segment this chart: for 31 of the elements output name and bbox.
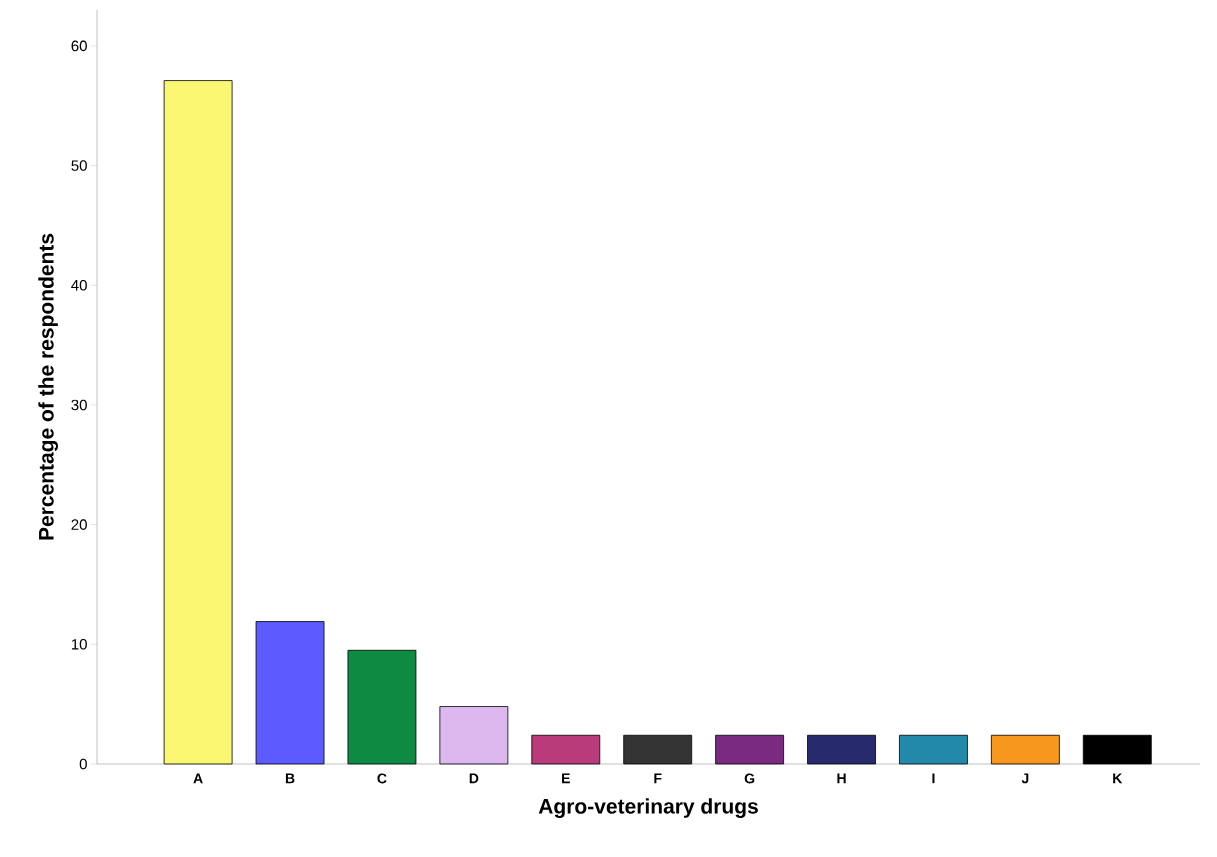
bar	[990, 734, 1060, 765]
bar	[807, 734, 876, 765]
y-tick-label: 10	[71, 639, 87, 650]
bar	[531, 734, 601, 765]
x-tick-label: A	[193, 773, 203, 784]
x-tick-label: D	[469, 773, 479, 784]
x-tick-label: F	[654, 773, 662, 784]
x-tick-label: K	[1113, 773, 1123, 784]
bar	[439, 706, 509, 765]
bar	[715, 734, 785, 765]
y-tick-label: 40	[71, 279, 87, 291]
x-tick-label: J	[1021, 773, 1029, 784]
y-axis-title: Percentage of the respondents	[38, 233, 58, 540]
bar	[623, 734, 693, 765]
x-tick-label: H	[837, 773, 846, 784]
y-tick-label: 30	[71, 399, 87, 411]
y-tick-label: 60	[71, 40, 87, 52]
x-tick-label: B	[285, 773, 295, 784]
bar	[347, 649, 417, 765]
x-tick-label: C	[377, 773, 387, 784]
x-axis-title: Agro-veterinary drugs	[538, 798, 758, 818]
x-tick-label: I	[932, 773, 935, 784]
y-tick-label: 50	[71, 160, 87, 171]
bar	[255, 621, 325, 765]
x-tick-label: E	[562, 773, 570, 784]
y-tick-label: 20	[71, 519, 87, 530]
bar	[899, 734, 968, 765]
bar	[1082, 734, 1152, 765]
x-tick-label: G	[744, 773, 755, 784]
y-tick-label: 0	[79, 758, 87, 770]
bar	[163, 80, 233, 765]
